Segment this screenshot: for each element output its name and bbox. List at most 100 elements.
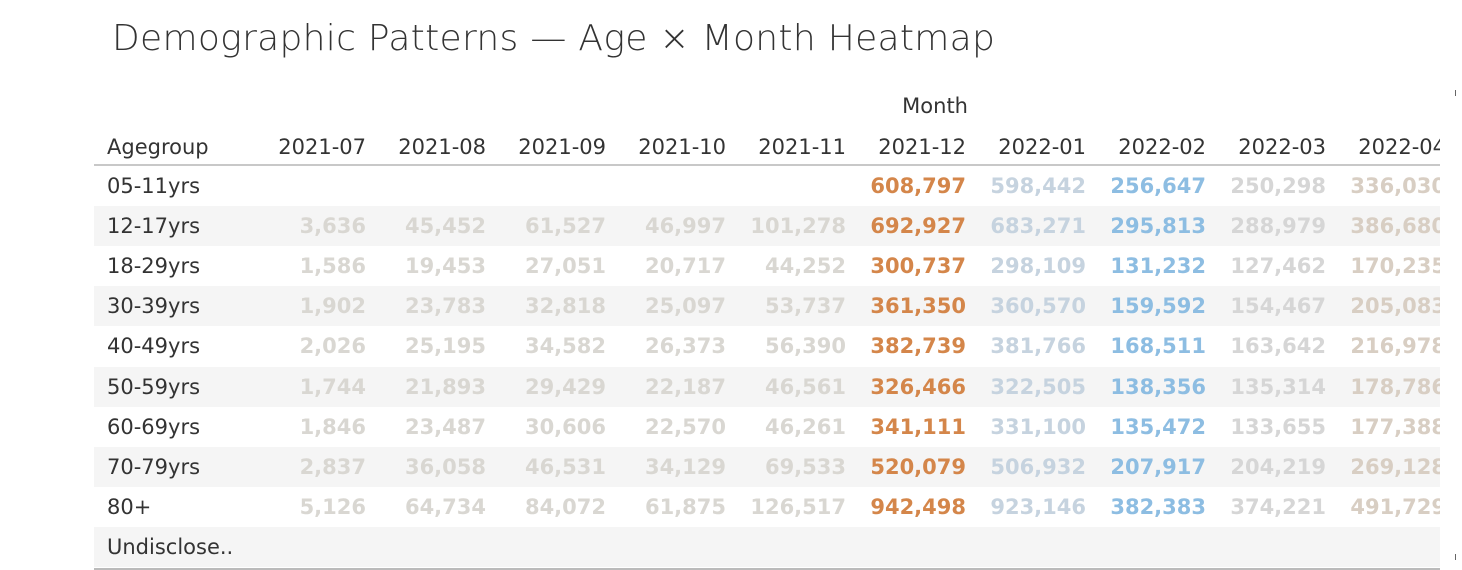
cell-value: 61,527: [524, 214, 606, 239]
column-label: 2022-01: [998, 135, 1086, 159]
cell-value: 1,846: [299, 414, 366, 439]
row-label: 60-69yrs: [107, 414, 201, 439]
cell-value: 69,533: [764, 454, 846, 479]
cell-value: 138,356: [1110, 374, 1206, 399]
cell-value: 46,261: [764, 414, 846, 439]
cell-value: 341,111: [870, 414, 966, 439]
cell-value: 133,655: [1230, 414, 1326, 439]
scroll-arrow: [1455, 90, 1456, 96]
cell-value: 5,126: [299, 494, 366, 519]
cell-value: 154,467: [1230, 294, 1326, 319]
row-header: Agegroup: [107, 135, 209, 159]
cell-value: 46,561: [764, 374, 846, 399]
row-label: 70-79yrs: [107, 454, 201, 479]
column-label: 2021-08: [398, 135, 486, 159]
cell-value: 168,511: [1110, 334, 1206, 359]
cell-value: 44,252: [764, 254, 846, 279]
scroll-arrow: [1455, 554, 1456, 560]
row-label: Undisclose..: [107, 534, 234, 559]
cell-value: 19,453: [404, 254, 486, 279]
cell-value: 22,570: [644, 414, 726, 439]
cell-value: 361,350: [870, 294, 966, 319]
cell-value: 32,818: [524, 294, 606, 319]
cell-value: 126,517: [750, 494, 846, 519]
cell-value: 21,893: [404, 374, 486, 399]
cell-value: 381,766: [990, 334, 1086, 359]
cell-value: 34,129: [644, 454, 726, 479]
column-label: 2021-11: [758, 135, 846, 159]
cell-value: 56,390: [764, 334, 846, 359]
column-label: 2022-03: [1238, 135, 1326, 159]
cell-value: 322,505: [990, 374, 1086, 399]
cell-value: 256,647: [1110, 174, 1206, 198]
cell-value: 127,462: [1230, 254, 1326, 279]
cell-value: 386,680: [1350, 214, 1440, 239]
cell-value: 360,570: [990, 294, 1086, 319]
cell-value: 45,452: [404, 214, 486, 239]
cell-value: 298,109: [990, 254, 1086, 279]
cell-value: 336,030: [1350, 174, 1440, 198]
cell-value: 64,734: [404, 494, 486, 519]
column-label: 2022-02: [1118, 135, 1206, 159]
row-label: 30-39yrs: [107, 294, 201, 319]
column-label: 2021-10: [638, 135, 726, 159]
cell-value: 2,837: [299, 454, 366, 479]
cell-value: 84,072: [524, 494, 606, 519]
row-label: 05-11yrs: [107, 174, 201, 198]
cell-value: 205,083: [1350, 294, 1440, 319]
cell-value: 135,472: [1110, 414, 1206, 439]
row-band: [94, 206, 1440, 247]
cell-value: 1,744: [299, 374, 366, 399]
cell-value: 26,373: [644, 334, 726, 359]
cell-value: 20,717: [644, 254, 726, 279]
column-label: 2022-04: [1358, 135, 1440, 159]
cell-value: 23,783: [404, 294, 486, 319]
title: Demographic Patterns — Age × Month Heatm…: [112, 18, 996, 59]
cell-value: 207,917: [1110, 454, 1206, 479]
row-band: [94, 446, 1440, 487]
cell-value: 23,487: [404, 414, 486, 439]
cell-value: 331,100: [990, 414, 1086, 439]
cell-value: 178,786: [1350, 374, 1440, 399]
cell-value: 53,737: [764, 294, 846, 319]
cell-value: 36,058: [404, 454, 486, 479]
cell-value: 250,298: [1230, 174, 1326, 198]
cell-value: 2,026: [299, 334, 366, 359]
header-rule: [94, 164, 1440, 166]
cell-value: 25,097: [644, 294, 726, 319]
cell-value: 22,187: [644, 374, 726, 399]
cell-value: 374,221: [1230, 494, 1326, 519]
cell-value: 25,195: [404, 334, 486, 359]
cell-value: 216,978: [1350, 334, 1440, 359]
row-label: 80+: [107, 494, 152, 519]
cell-value: 520,079: [870, 454, 966, 479]
row-label: 40-49yrs: [107, 334, 201, 359]
cell-value: 295,813: [1110, 214, 1206, 239]
cell-value: 204,219: [1230, 454, 1326, 479]
cell-value: 170,235: [1350, 254, 1440, 279]
scrollbar[interactable]: [1455, 90, 1460, 560]
cell-value: 46,531: [524, 454, 606, 479]
cell-value: 923,146: [990, 494, 1086, 519]
cell-value: 131,232: [1110, 254, 1206, 279]
cell-value: 506,932: [990, 454, 1086, 479]
cell-value: 382,383: [1110, 494, 1206, 519]
cell-value: 46,997: [644, 214, 726, 239]
cell-value: 269,128: [1350, 454, 1440, 479]
cell-value: 491,729: [1350, 494, 1440, 519]
cell-value: 1,586: [299, 254, 366, 279]
cell-value: 3,636: [299, 214, 366, 239]
cell-value: 608,797: [870, 174, 966, 198]
row-band: [94, 366, 1440, 407]
cell-value: 29,429: [524, 374, 606, 399]
cell-value: 683,271: [990, 214, 1086, 239]
column-label: 2021-07: [278, 135, 366, 159]
cell-value: 300,737: [870, 254, 966, 279]
cell-value: 30,606: [524, 414, 606, 439]
cell-value: 34,582: [524, 334, 606, 359]
row-band: [94, 526, 1440, 567]
cell-value: 135,314: [1230, 374, 1326, 399]
cell-value: 177,388: [1350, 414, 1440, 439]
cell-value: 326,466: [870, 374, 966, 399]
